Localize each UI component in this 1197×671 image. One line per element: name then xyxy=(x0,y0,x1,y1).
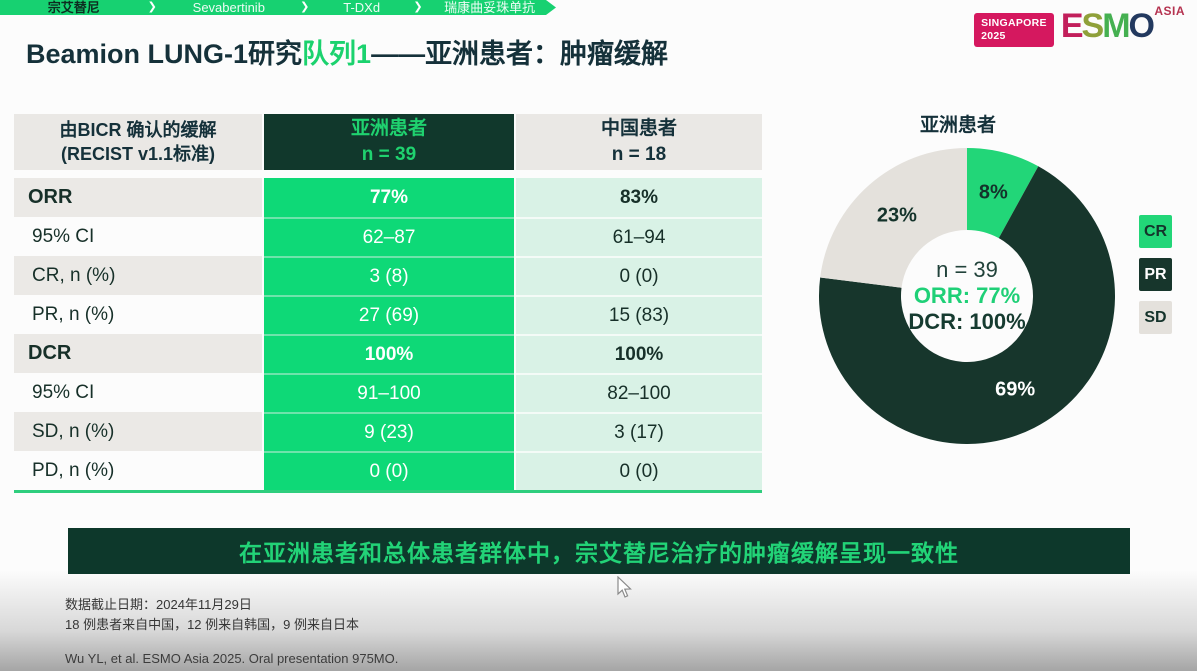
table-body: ORR 77% 83% 95% CI 62–87 61–94 CR, n (%)… xyxy=(14,178,762,493)
asian-value: 100% xyxy=(264,334,514,373)
citation: Wu YL, et al. ESMO Asia 2025. Oral prese… xyxy=(65,651,399,666)
tab-ruikang[interactable]: 瑞康曲妥珠单抗 xyxy=(444,0,536,15)
esmo-letter-s: S xyxy=(1081,7,1105,45)
tab-t-dxd[interactable]: T-DXd xyxy=(343,0,381,15)
header-asian-line2: n = 39 xyxy=(361,144,417,165)
title-part2: ——亚洲患者：肿瘤缓解 xyxy=(371,39,669,69)
donut-dcr: DCR: 100% xyxy=(908,308,1026,334)
patient-origin-note: 18 例患者来自中国，12 例来自韩国，9 例来自日本 xyxy=(65,616,359,632)
conclusion-text: 在亚洲患者和总体患者群体中，宗艾替尼治疗的肿瘤缓解呈现一致性 xyxy=(239,540,959,566)
chinese-value: 3 (17) xyxy=(516,412,762,451)
donut-chart: n = 39 ORR: 77% DCR: 100% 8% 69% 23% xyxy=(819,148,1115,444)
chart-title: 亚洲患者 xyxy=(919,115,996,136)
slice-label-pr: 69% xyxy=(995,378,1036,401)
badge-line2: 2025 xyxy=(981,30,1006,43)
asian-value: 91–100 xyxy=(264,373,514,412)
chevron-right-icon: ❯ xyxy=(300,1,310,13)
slice-label-cr: 8% xyxy=(978,181,1008,204)
table-row: PR, n (%) 27 (69) 15 (83) xyxy=(14,295,762,334)
table-row: DCR 100% 100% xyxy=(14,334,762,373)
asian-value: 0 (0) xyxy=(264,451,514,490)
chart-legend: CR PR SD xyxy=(1139,215,1172,334)
chevron-right-icon: ❯ xyxy=(413,1,423,13)
chinese-value: 100% xyxy=(516,334,762,373)
table-header: 由BICR 确认的缓解 (RECIST v1.1标准) 亚洲患者 n = 39 … xyxy=(14,114,762,170)
data-cutoff-note: 数据截止日期：2024年11月29日 xyxy=(65,597,252,612)
row-label: PR, n (%) xyxy=(32,303,115,325)
esmo-letter-o: O xyxy=(1128,7,1155,45)
header-asian: 亚洲患者 n = 39 xyxy=(264,114,514,170)
donut-center-text: n = 39 ORR: 77% DCR: 100% xyxy=(819,148,1115,444)
donut-slice-sd xyxy=(820,148,967,288)
header-asian-line1: 亚洲患者 xyxy=(350,118,427,140)
chinese-value: 82–100 xyxy=(516,373,762,412)
slice-label-sd: 23% xyxy=(876,204,917,227)
donut-slice-cr xyxy=(967,148,1039,239)
row-label: SD, n (%) xyxy=(14,412,262,451)
chinese-value: 15 (83) xyxy=(516,295,762,334)
asia-label: ASIA xyxy=(1154,4,1185,18)
chinese-value: 83% xyxy=(516,178,762,217)
asian-value: 62–87 xyxy=(264,217,514,256)
tab-sevabertinib[interactable]: Sevabertinib xyxy=(192,0,265,15)
table-row: 95% CI 91–100 82–100 xyxy=(14,373,762,412)
response-table: 由BICR 确认的缓解 (RECIST v1.1标准) 亚洲患者 n = 39 … xyxy=(14,114,762,493)
chinese-value: 0 (0) xyxy=(516,451,762,490)
row-label: ORR xyxy=(14,178,262,217)
table-row: CR, n (%) 3 (8) 0 (0) xyxy=(14,256,762,295)
esmo-letters: ESMO xyxy=(1060,7,1155,45)
badge-line1: SINGAPORE xyxy=(981,17,1047,29)
table-row: 95% CI 62–87 61–94 xyxy=(14,217,762,256)
esmo-letter-m: M xyxy=(1102,7,1130,45)
asian-value: 3 (8) xyxy=(264,256,514,295)
donut-svg xyxy=(819,148,1115,444)
esmo-wordmark: ESMO ASIA xyxy=(1060,4,1185,45)
row-label: CR, n (%) xyxy=(14,256,262,295)
breadcrumb: 宗艾替尼 ❯ Sevabertinib ❯ T-DXd ❯ 瑞康曲妥珠单抗 xyxy=(0,0,556,15)
table-row: PD, n (%) 0 (0) 0 (0) xyxy=(14,451,762,490)
header-bicr-line1: 由BICR 确认的缓解 xyxy=(59,119,217,140)
asian-value: 9 (23) xyxy=(264,412,514,451)
asian-value: 77% xyxy=(264,178,514,217)
row-label: DCR xyxy=(14,334,262,373)
title-highlight: 队列1 xyxy=(302,39,372,69)
table-row: ORR 77% 83% xyxy=(14,178,762,217)
chinese-value: 61–94 xyxy=(516,217,762,256)
donut-slice-pr xyxy=(819,166,1115,444)
donut-n: n = 39 xyxy=(936,257,998,283)
row-label: 95% CI xyxy=(32,381,95,403)
chevron-right-icon: ❯ xyxy=(147,1,157,13)
header-bicr-line2: (RECIST v1.1标准) xyxy=(60,144,216,164)
title-part1: Beamion LUNG-1研究 xyxy=(26,39,303,69)
legend-cr: CR xyxy=(1139,215,1172,248)
esmo-letter-e: E xyxy=(1060,7,1084,45)
footnotes: 数据截止日期：2024年11月29日 18 例患者来自中国，12 例来自韩国，9… xyxy=(65,595,359,634)
conclusion-banner: 在亚洲患者和总体患者群体中，宗艾替尼治疗的肿瘤缓解呈现一致性 xyxy=(68,528,1130,574)
legend-sd: SD xyxy=(1139,301,1172,334)
header-chinese: 中国患者 n = 18 xyxy=(516,114,762,170)
esmo-logo: SINGAPORE 2025 ESMO ASIA xyxy=(974,4,1185,48)
tab-zongaitini[interactable]: 宗艾替尼 xyxy=(47,0,100,15)
chinese-value: 0 (0) xyxy=(516,256,762,295)
legend-pr: PR xyxy=(1139,258,1172,291)
asian-value: 27 (69) xyxy=(264,295,514,334)
donut-orr: ORR: 77% xyxy=(913,283,1021,309)
header-chinese-line2: n = 18 xyxy=(611,144,667,165)
row-label: PD, n (%) xyxy=(32,459,115,481)
table-row: SD, n (%) 9 (23) 3 (17) xyxy=(14,412,762,451)
singapore-2025-badge: SINGAPORE 2025 xyxy=(974,13,1054,48)
mouse-cursor xyxy=(617,576,632,598)
page-title: Beamion LUNG-1研究队列1——亚洲患者：肿瘤缓解 xyxy=(26,32,668,71)
row-label: 95% CI xyxy=(32,225,95,247)
header-bicr: 由BICR 确认的缓解 (RECIST v1.1标准) xyxy=(14,114,262,170)
header-chinese-line1: 中国患者 xyxy=(600,118,677,140)
